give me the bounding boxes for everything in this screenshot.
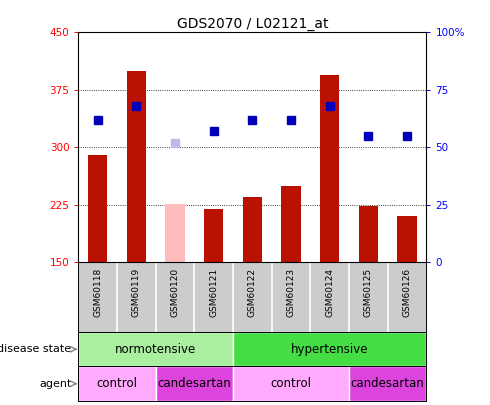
Text: agent: agent	[39, 379, 72, 389]
Bar	[397, 216, 416, 262]
Bar	[166, 204, 185, 262]
Title: GDS2070 / L02121_at: GDS2070 / L02121_at	[176, 17, 328, 31]
Text: control: control	[270, 377, 312, 390]
Bar	[156, 367, 233, 401]
Text: GSM60120: GSM60120	[171, 268, 179, 317]
Text: candesartan: candesartan	[351, 377, 424, 390]
Bar	[127, 71, 146, 262]
Bar	[204, 209, 223, 262]
Bar	[349, 367, 426, 401]
Bar	[243, 197, 262, 262]
Text: GSM60123: GSM60123	[287, 268, 295, 317]
Text: GSM60119: GSM60119	[132, 268, 141, 317]
Text: GSM60125: GSM60125	[364, 268, 373, 317]
Text: candesartan: candesartan	[157, 377, 231, 390]
Bar	[88, 155, 107, 262]
Bar	[78, 332, 233, 367]
Bar	[320, 75, 339, 262]
Text: hypertensive: hypertensive	[291, 343, 368, 356]
Bar	[359, 206, 378, 262]
Bar	[281, 185, 301, 262]
Bar	[233, 367, 349, 401]
Bar	[78, 367, 156, 401]
Text: GSM60121: GSM60121	[209, 268, 218, 317]
Text: normotensive: normotensive	[115, 343, 196, 356]
Text: GSM60126: GSM60126	[402, 268, 412, 317]
Text: control: control	[97, 377, 138, 390]
Text: GSM60118: GSM60118	[93, 268, 102, 317]
Text: disease state: disease state	[0, 344, 72, 354]
Bar	[233, 332, 426, 367]
Text: GSM60122: GSM60122	[248, 268, 257, 317]
Text: GSM60124: GSM60124	[325, 268, 334, 317]
